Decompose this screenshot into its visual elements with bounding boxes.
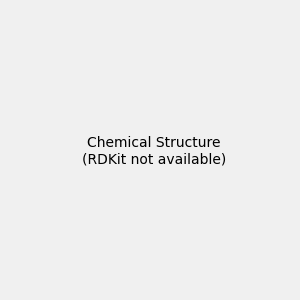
Text: Chemical Structure
(RDKit not available): Chemical Structure (RDKit not available) (82, 136, 226, 166)
